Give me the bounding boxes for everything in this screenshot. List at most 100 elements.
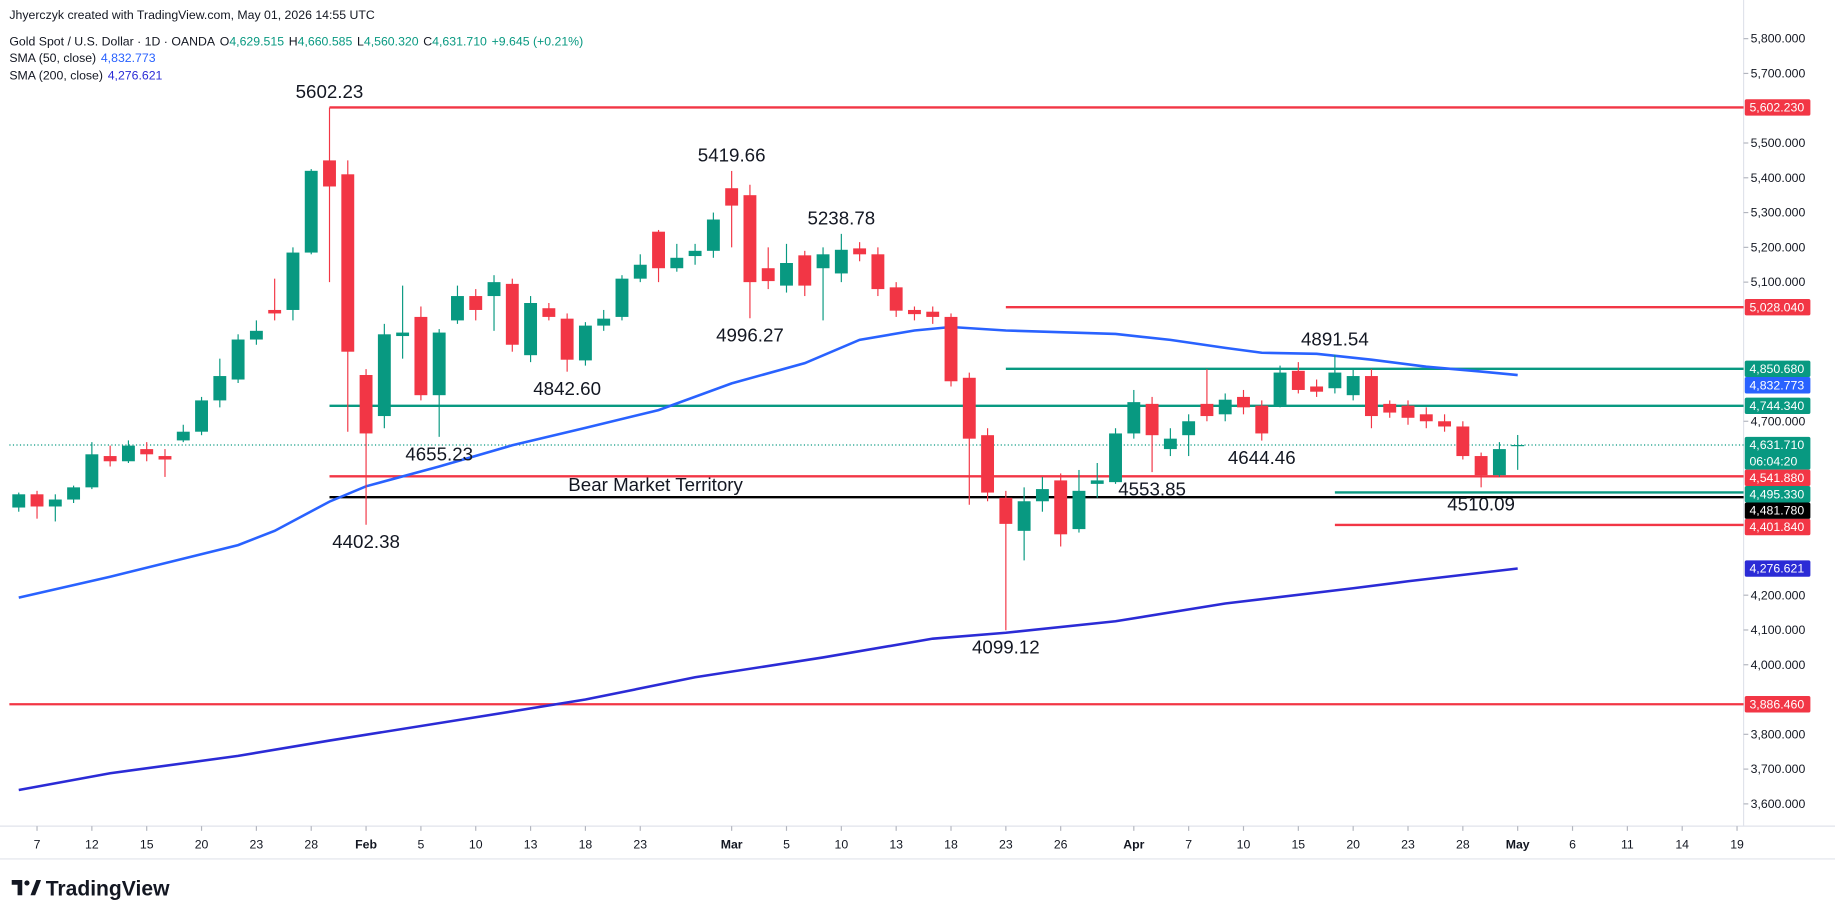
legend-main: Gold Spot / U.S. Dollar · 1D · OANDA O4,6… <box>9 35 583 49</box>
candle-body <box>1163 438 1177 450</box>
candle-body <box>615 278 629 317</box>
candle-body <box>213 376 227 401</box>
candle-body <box>67 487 81 500</box>
logo-mark <box>30 880 42 896</box>
candle-body <box>1383 403 1397 413</box>
legend-value: 4,660.585 <box>298 35 353 49</box>
candle-body <box>158 456 172 460</box>
sma-line <box>18 325 1518 599</box>
legend-key: H <box>289 35 298 49</box>
x-tick-label: 28 <box>1456 837 1470 851</box>
y-tick-label: 3,700.000 <box>1751 762 1806 776</box>
candle-body <box>396 332 410 337</box>
candle-body <box>469 296 483 310</box>
candle-body <box>1127 402 1141 434</box>
candle-body <box>304 170 318 253</box>
x-tick-label: 10 <box>1237 837 1251 851</box>
x-tick-label: 13 <box>889 837 903 851</box>
y-tick-label: 4,700.000 <box>1751 414 1806 428</box>
x-tick-label: 11 <box>1621 837 1634 851</box>
x-tick-label: 28 <box>304 837 318 851</box>
y-tick-label: 3,600.000 <box>1751 797 1806 811</box>
legend-key: C <box>423 35 432 49</box>
candle-body <box>706 219 720 251</box>
x-tick-label: 26 <box>1054 837 1068 851</box>
candle-body <box>1492 449 1506 476</box>
candle-body <box>524 303 538 356</box>
price-label: 4,832.773 <box>1749 378 1804 392</box>
legend-entry: SMA (50, close) 4,832.773 <box>9 51 155 65</box>
candle-body <box>1419 414 1433 422</box>
candle-body <box>889 287 903 311</box>
y-tick-label: 5,800.000 <box>1751 32 1806 46</box>
candle-body <box>816 254 830 269</box>
y-tick-label: 5,300.000 <box>1751 206 1806 220</box>
candle-body <box>1438 421 1452 427</box>
candle-body <box>48 499 62 507</box>
price-annotation: 4891.54 <box>1301 328 1369 349</box>
y-tick-label: 5,700.000 <box>1751 67 1806 81</box>
candle-body <box>834 249 848 274</box>
price-annotation: 5238.78 <box>807 207 875 228</box>
price-label-box <box>1744 502 1811 519</box>
x-tick-label: Mar <box>721 837 743 851</box>
candle-body <box>1035 489 1049 502</box>
candle-body <box>1200 403 1214 417</box>
candle-body <box>1401 405 1415 418</box>
legend-change: +9.645 (+0.21%) <box>492 35 584 49</box>
x-tick-label: 15 <box>1291 837 1305 851</box>
candle-body <box>85 454 99 488</box>
price-annotation: 5602.23 <box>296 81 364 102</box>
y-tick-label: 3,800.000 <box>1751 727 1806 741</box>
x-tick-label: 18 <box>579 837 593 851</box>
candle-body <box>12 494 26 508</box>
candle-body <box>1017 501 1031 531</box>
x-tick-label: 6 <box>1569 837 1576 851</box>
candle-body <box>451 296 464 321</box>
candle-body <box>359 375 373 434</box>
price-label-box <box>1744 397 1811 415</box>
candle-body <box>1328 372 1342 389</box>
candle-body <box>231 339 245 380</box>
candle-body <box>30 494 44 507</box>
price-label: 3,886.460 <box>1749 697 1804 711</box>
candle-body <box>341 174 355 352</box>
candle-body <box>1474 456 1488 476</box>
price-label-box <box>1744 696 1811 713</box>
candle-body <box>432 332 446 396</box>
x-tick-label: 15 <box>140 837 154 851</box>
price-annotation: 4655.23 <box>405 443 473 464</box>
candle-body <box>1054 480 1068 535</box>
price-annotation: 5419.66 <box>698 145 766 166</box>
candle-body <box>871 254 885 290</box>
price-label-box <box>1744 377 1811 394</box>
candle-body <box>249 330 263 340</box>
x-tick-label: 5 <box>417 837 424 851</box>
candle-body <box>761 268 775 282</box>
candle-body <box>560 318 574 360</box>
logo-mark <box>11 880 23 896</box>
candle-body <box>323 160 336 187</box>
price-label-box <box>1744 360 1811 378</box>
x-tick-label: Apr <box>1123 837 1144 851</box>
candle-body <box>1218 399 1232 415</box>
candle-body <box>103 456 117 462</box>
candle-body <box>597 318 611 326</box>
candle-body <box>140 449 154 455</box>
candle-body <box>1237 396 1250 408</box>
price-label: 4,495.330 <box>1749 487 1804 501</box>
price-label-box <box>1744 560 1811 577</box>
y-tick-label: 5,500.000 <box>1751 136 1806 150</box>
candle-body <box>1072 490 1086 530</box>
candle-body <box>1145 403 1159 436</box>
price-label-box <box>1744 298 1811 316</box>
x-tick-label: 13 <box>524 837 538 851</box>
price-annotation: 4996.27 <box>716 325 784 346</box>
price-annotation: 4553.85 <box>1118 479 1186 500</box>
candle-body <box>853 248 867 255</box>
candle-body <box>633 264 647 279</box>
price-label-box <box>1744 469 1811 487</box>
y-tick-label: 4,200.000 <box>1751 588 1806 602</box>
